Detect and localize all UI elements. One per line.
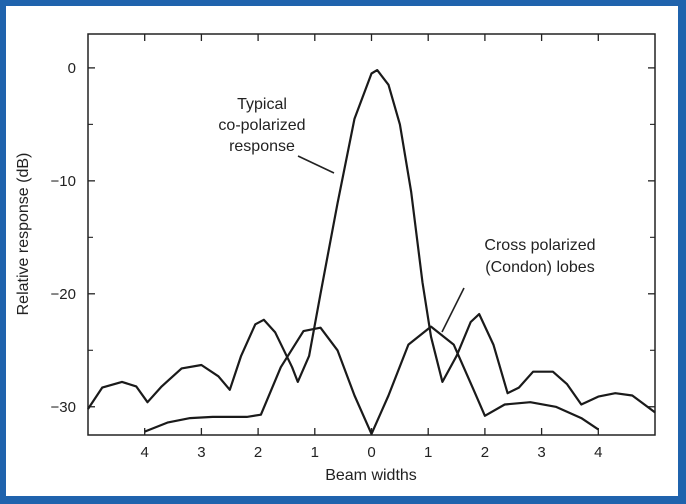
copol-leader-line: [297, 155, 335, 174]
x-tick-label: 1: [424, 444, 432, 461]
x-tick-label: 4: [594, 444, 602, 461]
cross-polarized-curve: [144, 325, 599, 435]
x-tick-label: 3: [197, 444, 205, 461]
y-tick-label: −10: [51, 173, 76, 190]
cross-leader-line: [441, 287, 465, 333]
cross-annotation: Cross polarized (Condon) lobes: [441, 237, 596, 333]
cross-label-line-2: (Condon) lobes: [485, 259, 594, 276]
copol-label-line-2: co-polarized: [218, 117, 305, 134]
y-tick-label: −20: [51, 286, 76, 303]
x-tick-label: 0: [367, 444, 375, 461]
y-tick-label: −30: [51, 399, 76, 416]
x-tick-label: 2: [481, 444, 489, 461]
co-polarized-curve: [87, 69, 656, 414]
curves: [87, 69, 656, 435]
copol-label-line-3: response: [229, 138, 295, 155]
x-tick-label: 4: [141, 444, 149, 461]
y-axis-ticks: 0 −10 −20 −30: [51, 60, 655, 416]
figure-frame: 0 −10 −20 −30 4 3 2 1 0 1 2 3 4 Beam widths Relativ…: [6, 6, 678, 496]
y-axis-title: Relative response (dB): [15, 153, 32, 316]
copol-label-line-1: Typical: [237, 96, 287, 113]
x-axis-ticks: 4 3 2 1 0 1 2 3 4: [141, 34, 602, 461]
y-tick-label: 0: [68, 60, 76, 77]
x-tick-label: 3: [537, 444, 545, 461]
cross-label-line-1: Cross polarized: [484, 237, 595, 254]
x-tick-label: 2: [254, 444, 262, 461]
chart-svg: 0 −10 −20 −30 4 3 2 1 0 1 2 3 4 Beam widths Relativ…: [15, 33, 656, 484]
copol-annotation: Typical co-polarized response: [218, 96, 335, 174]
x-axis-title: Beam widths: [325, 467, 417, 484]
x-tick-label: 1: [311, 444, 319, 461]
